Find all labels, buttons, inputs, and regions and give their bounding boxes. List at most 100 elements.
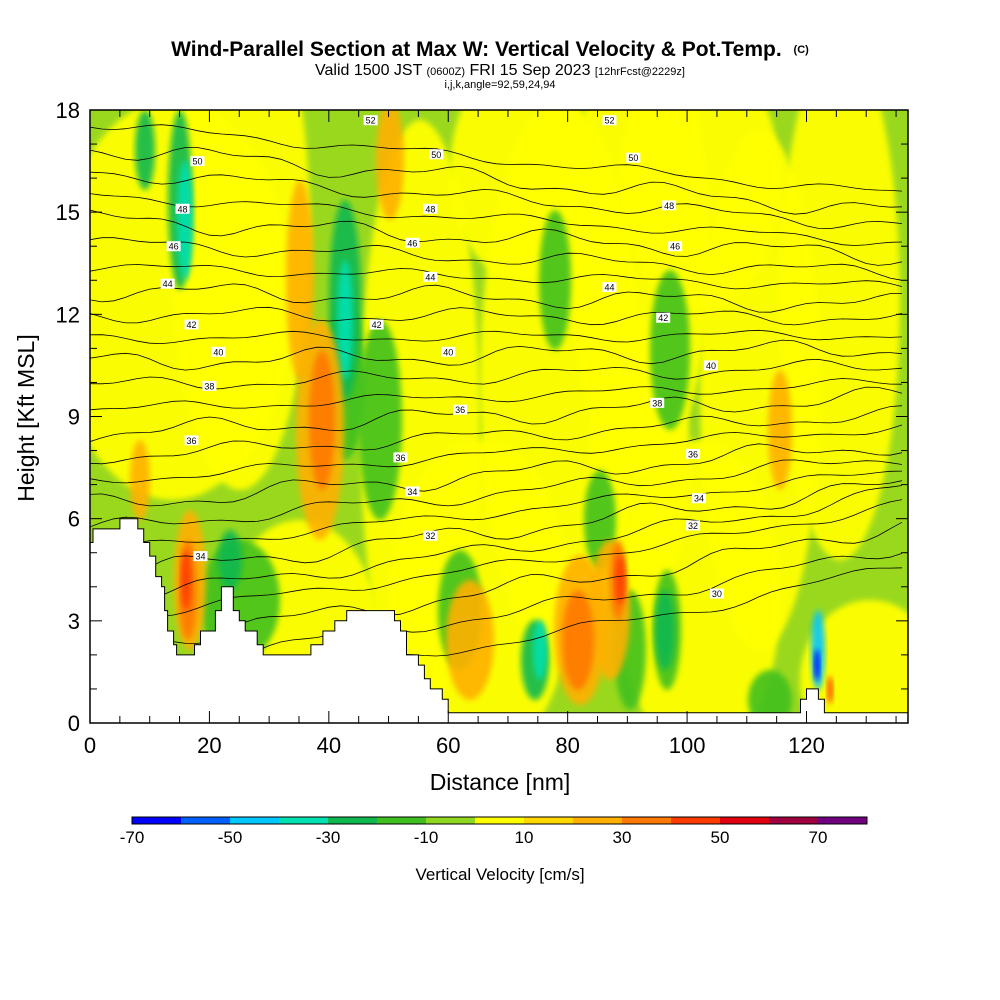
- x-axis-ticks: 0 20 40 60 80 100 120: [84, 110, 897, 758]
- contour-label-text: 44: [163, 279, 173, 289]
- chart-subtitle-indices: i,j,k,angle=92,59,24,94: [444, 79, 555, 91]
- x-axis-label: Distance [nm]: [430, 769, 571, 795]
- subtitle-part-valid: Valid 1500 JST: [315, 62, 426, 79]
- contour-label-bg: [626, 152, 641, 163]
- subtitle-part-fcst: [12hrFcst@2229z]: [595, 66, 685, 78]
- velocity-region-0-12: [800, 600, 908, 723]
- x-tick-label: 0: [84, 733, 96, 758]
- contour-label: 32: [423, 530, 438, 541]
- contour-label-text: 48: [178, 204, 188, 214]
- colorbar-swatch: [818, 817, 868, 824]
- colorbar-swatch: [328, 817, 378, 824]
- contour-label: 48: [423, 203, 438, 214]
- subtitle-part-date: FRI 15 Sep 2023: [470, 62, 595, 79]
- theta-contour-line: [90, 329, 903, 345]
- contour-label-text: 40: [706, 361, 716, 371]
- contour-label-bg: [211, 346, 226, 357]
- contour-label: 52: [602, 115, 617, 126]
- chart-title-suffix: (C): [794, 44, 810, 56]
- velocity-region-2-4: [655, 590, 675, 670]
- contour-label: 36: [686, 448, 701, 459]
- contour-label: 34: [405, 486, 420, 497]
- contour-label-text: 32: [425, 531, 435, 541]
- theta-contour-line: [90, 124, 903, 192]
- y-tick-label: 12: [56, 302, 80, 327]
- colorbar-swatch: [720, 817, 770, 824]
- contour-label-text: 50: [192, 157, 202, 167]
- colorbar-tick-label: 50: [711, 828, 730, 847]
- contour-label-text: 38: [204, 381, 214, 391]
- contour-label-bg: [453, 404, 468, 415]
- contour-label: 40: [211, 346, 226, 357]
- colorbar-swatch: [426, 817, 476, 824]
- velocity-region-9-0: [827, 676, 833, 704]
- contour-label-text: 40: [213, 347, 223, 357]
- velocity-region-4-4: [446, 580, 494, 700]
- velocity-region-8-0: [814, 649, 820, 681]
- contour-label-text: 30: [712, 589, 722, 599]
- contour-label-text: 34: [195, 552, 205, 562]
- contour-label-bg: [441, 346, 456, 357]
- velocity-region-0-11: [780, 110, 900, 560]
- subtitle-part-utc: (0600Z): [427, 66, 466, 78]
- contour-label-text: 42: [372, 320, 382, 330]
- contour-label-bg: [423, 203, 438, 214]
- contour-label-text: 46: [169, 242, 179, 252]
- contour-label-bg: [423, 530, 438, 541]
- theta-contour-line: [90, 470, 903, 556]
- colorbar-swatch: [475, 817, 525, 824]
- colorbar-tick-label: 70: [809, 828, 828, 847]
- y-axis-label: Height [Kft MSL]: [13, 334, 39, 501]
- velocity-region-4-5: [376, 110, 404, 220]
- contour-label: 50: [190, 156, 205, 167]
- contour-label-text: 34: [407, 487, 417, 497]
- contour-label: 46: [166, 241, 181, 252]
- contour-label-bg: [405, 486, 420, 497]
- contour-label: 36: [453, 404, 468, 415]
- contour-label: 52: [363, 115, 378, 126]
- contour-label: 38: [202, 380, 217, 391]
- y-tick-label: 6: [68, 507, 80, 532]
- contour-label-bg: [602, 115, 617, 126]
- contour-label-bg: [369, 319, 384, 330]
- y-tick-label: 0: [68, 711, 80, 736]
- contour-label-bg: [686, 520, 701, 531]
- colorbar-tick-label: 10: [515, 828, 534, 847]
- theta-contour-line: [90, 378, 903, 411]
- x-tick-label: 60: [436, 733, 460, 758]
- theta-contour-line: [90, 193, 903, 246]
- title-block: Wind-Parallel Section at Max W: Vertical…: [171, 38, 809, 91]
- velocity-region-6-0: [181, 550, 191, 610]
- contour-label-text: 44: [425, 272, 435, 282]
- potential-temperature-contours: [90, 124, 903, 713]
- velocity-region-3-0: [177, 160, 193, 280]
- velocity-region-3-2: [533, 620, 547, 680]
- velocity-region-1-9: [748, 670, 792, 723]
- contour-label: 44: [602, 282, 617, 293]
- contour-label-text: 36: [455, 405, 465, 415]
- contour-label: 30: [709, 588, 724, 599]
- contour-label: 48: [175, 203, 190, 214]
- contour-label-text: 52: [366, 116, 376, 126]
- contour-label-bg: [650, 397, 665, 408]
- contour-label-bg: [703, 360, 718, 371]
- theta-contour-line: [90, 405, 903, 465]
- contour-label: 50: [429, 149, 444, 160]
- theta-contour-line: [90, 306, 903, 326]
- contour-label-bg: [692, 493, 707, 504]
- contour-label-bg: [175, 203, 190, 214]
- colorbar-frame: [131, 816, 868, 825]
- theta-contour-line: [90, 443, 903, 507]
- y-tick-label: 9: [68, 405, 80, 430]
- velocity-region-1-6: [650, 270, 690, 430]
- contour-label-text: 36: [395, 453, 405, 463]
- contour-label-bg: [393, 452, 408, 463]
- colorbar-swatch: [377, 817, 427, 824]
- colorbar-tick-label: -70: [120, 828, 145, 847]
- colorbar-swatch: [769, 817, 819, 824]
- velocity-region-6-1: [615, 555, 625, 605]
- contour-label: 34: [692, 493, 707, 504]
- contour-label: 44: [160, 278, 175, 289]
- contour-label: 40: [441, 346, 456, 357]
- contour-label: 34: [193, 551, 208, 562]
